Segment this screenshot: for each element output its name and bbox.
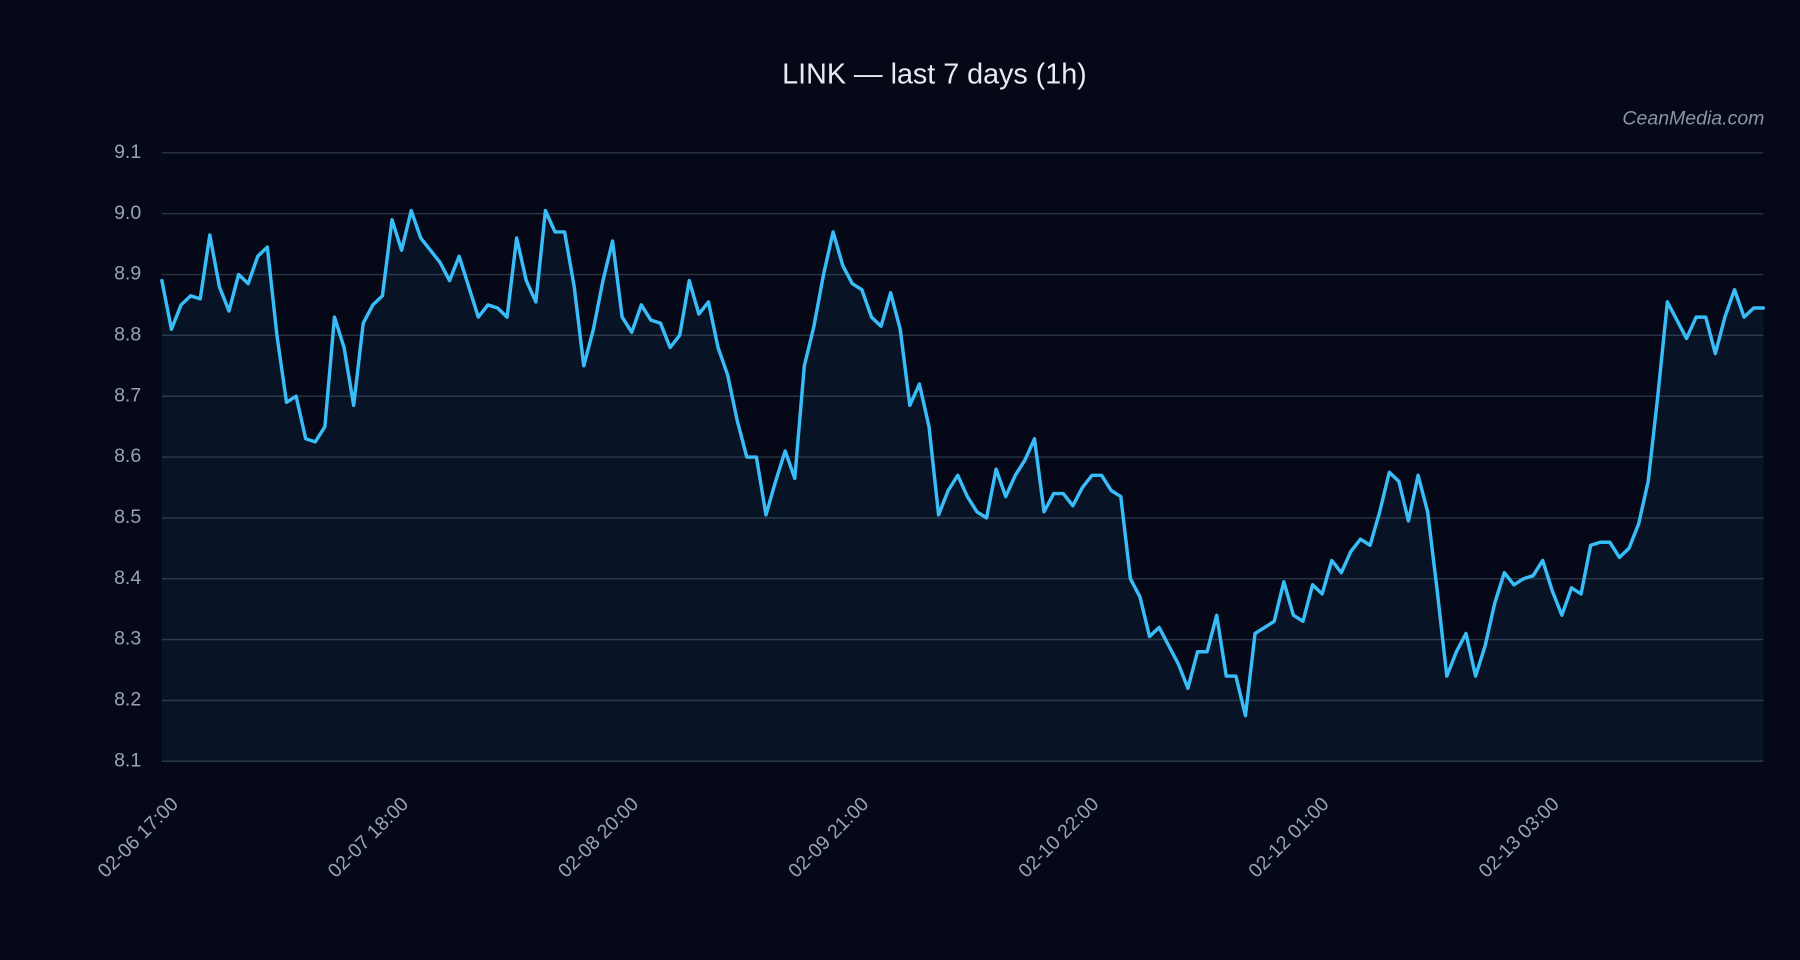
y-tick-label: 8.8 [114,324,141,346]
y-tick-label: 8.1 [114,749,141,771]
y-tick-label: 8.6 [114,445,141,467]
y-tick-label: 9.0 [114,202,141,224]
watermark: CeanMedia.com [1622,108,1764,130]
y-tick-label: 8.2 [114,689,141,711]
y-tick-label: 8.5 [114,506,141,528]
y-tick-label: 8.9 [114,263,141,285]
line [160,208,1765,718]
y-tick-label: 8.7 [114,384,141,406]
chart-title: LINK — last 7 days (1h) [782,58,1087,90]
y-tick-label: 8.3 [114,628,141,650]
y-tick-label: 9.1 [114,141,141,163]
y-tick-label: 8.4 [114,567,141,589]
